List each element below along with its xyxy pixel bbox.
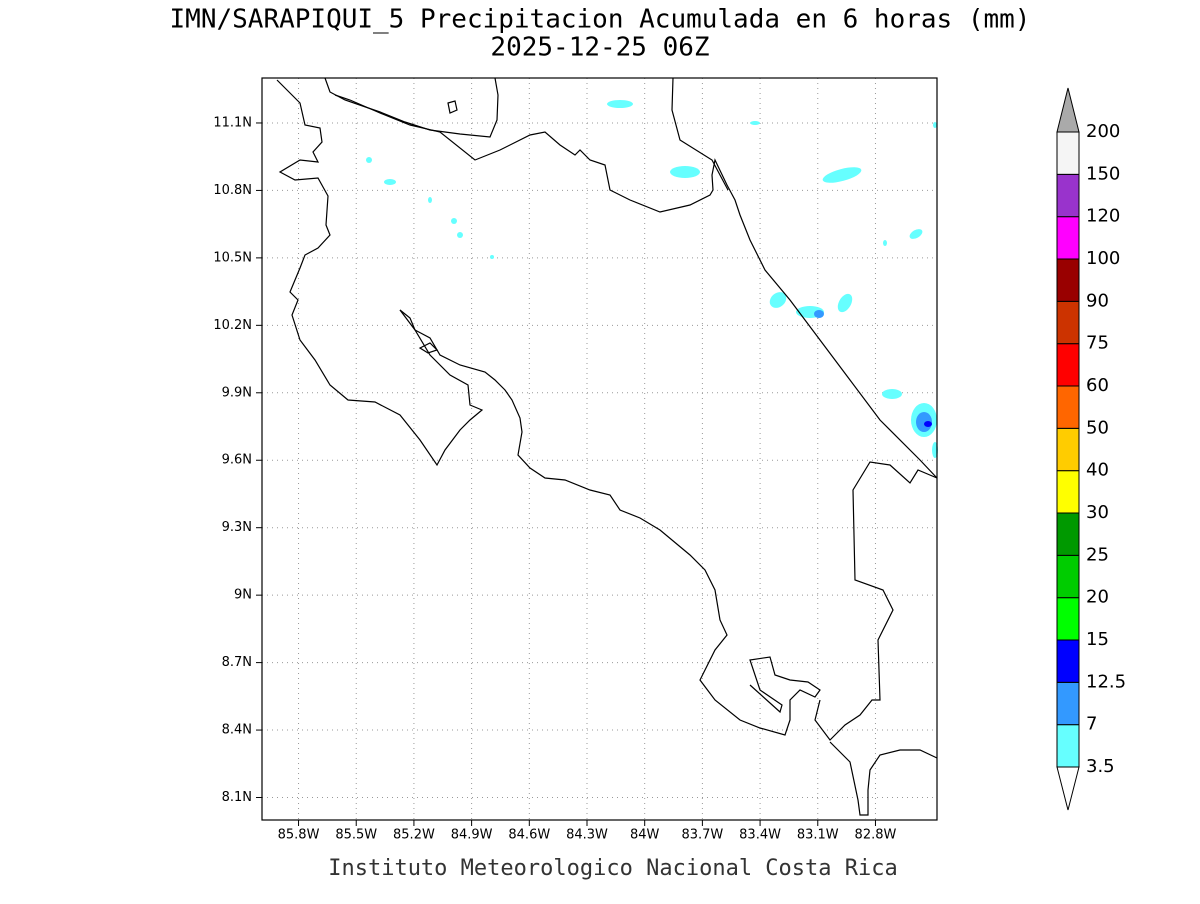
x-tick-label: 84.9W [451, 828, 493, 843]
rain-area [384, 179, 396, 185]
rain-area [933, 122, 937, 128]
colorbar-box [1056, 300, 1080, 345]
y-tick-label: 11.1N [213, 115, 252, 130]
colorbar-under [1056, 766, 1080, 811]
y-tick-label: 10.8N [213, 183, 252, 198]
colorbar: 3.5 7 12.5 15 20 25 30 40 50 60 75 90 100 120 150 200 [1056, 87, 1126, 811]
colorbar-box [1056, 681, 1080, 726]
x-tick-label: 84.3W [566, 828, 608, 843]
colorbar-box [1056, 173, 1080, 218]
y-tick-label: 9.9N [222, 385, 252, 400]
colorbar-label: 30 [1086, 502, 1109, 523]
island [418, 342, 439, 354]
y-tick-label: 8.1N [222, 790, 252, 805]
x-tick-label: 83.4W [739, 828, 781, 843]
coastline [276, 79, 484, 467]
rain-area [490, 255, 494, 259]
colorbar-box [1056, 385, 1080, 429]
y-tick-label: 10.5N [213, 250, 252, 265]
coastline [399, 309, 821, 736]
colorbar-label: 150 [1086, 163, 1120, 184]
colorbar-label: 12.5 [1086, 671, 1126, 692]
colorbar-label: 50 [1086, 417, 1109, 438]
y-tick-label: 9.3N [222, 520, 252, 535]
rain-area [837, 293, 853, 313]
rain-area [882, 389, 902, 399]
coastline [829, 741, 938, 816]
rain-area [814, 310, 824, 318]
title: IMN/SARAPIQUI_5 Precipitacion Acumulada … [170, 5, 1031, 35]
colorbar-over [1056, 87, 1080, 133]
colorbar-label: 120 [1086, 206, 1120, 227]
colorbar-label: 25 [1086, 544, 1109, 565]
y-tick-label: 9N [234, 588, 252, 603]
plot-frame [261, 77, 938, 821]
colorbar-label: 15 [1086, 629, 1109, 650]
x-tick-label: 84.6W [508, 828, 550, 843]
x-tick-label: 82.8W [855, 828, 897, 843]
colorbar-label: 90 [1086, 290, 1109, 311]
colorbar-label: 100 [1086, 248, 1120, 269]
y-tick-label: 8.7N [222, 655, 252, 670]
rain-area [822, 167, 862, 183]
coastline [814, 461, 938, 741]
rain-area [750, 121, 760, 125]
coastline [671, 77, 729, 191]
colorbar-box [1056, 427, 1080, 472]
colorbar-label: 200 [1086, 121, 1120, 142]
rain-area [366, 157, 372, 163]
rain-area [457, 232, 463, 238]
y-tick-label: 8.4N [222, 723, 252, 738]
colorbar-box [1056, 470, 1080, 514]
rain-area [924, 421, 932, 427]
colorbar-box [1056, 343, 1080, 387]
precipitation [366, 100, 938, 458]
grid [262, 78, 937, 820]
rain-area [451, 218, 457, 224]
subtitle: 2025-12-25 06Z [490, 33, 709, 63]
colorbar-label: 40 [1086, 460, 1109, 481]
x-tick-label: 83.1W [797, 828, 839, 843]
coastline [276, 77, 938, 816]
colorbar-box [1056, 131, 1080, 175]
rain-area [909, 229, 923, 239]
x-tick-label: 85.5W [335, 828, 377, 843]
colorbar-box [1056, 216, 1080, 260]
rain-area [428, 197, 432, 203]
colorbar-label: 75 [1086, 333, 1109, 354]
x-tick-label: 85.8W [278, 828, 320, 843]
colorbar-label: 60 [1086, 375, 1109, 396]
colorbar-box [1056, 639, 1080, 683]
rain-area [883, 240, 887, 246]
y-tick-label: 9.6N [222, 453, 252, 468]
rain-area [769, 292, 787, 308]
colorbar-label: 3.5 [1086, 756, 1115, 777]
colorbar-box [1056, 554, 1080, 599]
island [447, 100, 458, 114]
coastline [324, 77, 499, 138]
rain-area [607, 100, 633, 108]
colorbar-label: 7 [1086, 714, 1097, 735]
x-tick-label: 84W [630, 828, 660, 843]
rain-area [670, 166, 700, 178]
x-tick-label: 83.7W [681, 828, 723, 843]
colorbar-box [1056, 597, 1080, 641]
colorbar-box [1056, 258, 1080, 302]
colorbar-label: 20 [1086, 587, 1109, 608]
colorbar-box [1056, 724, 1080, 768]
colorbar-box [1056, 512, 1080, 556]
footer: Instituto Meteorologico Nacional Costa R… [328, 856, 898, 881]
coastline [334, 94, 938, 479]
x-tick-label: 85.2W [393, 828, 435, 843]
y-tick-label: 10.2N [213, 318, 252, 333]
